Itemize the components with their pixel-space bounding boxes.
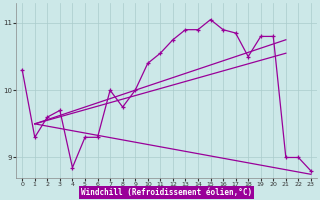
X-axis label: Windchill (Refroidissement éolien,°C): Windchill (Refroidissement éolien,°C)	[81, 188, 252, 197]
